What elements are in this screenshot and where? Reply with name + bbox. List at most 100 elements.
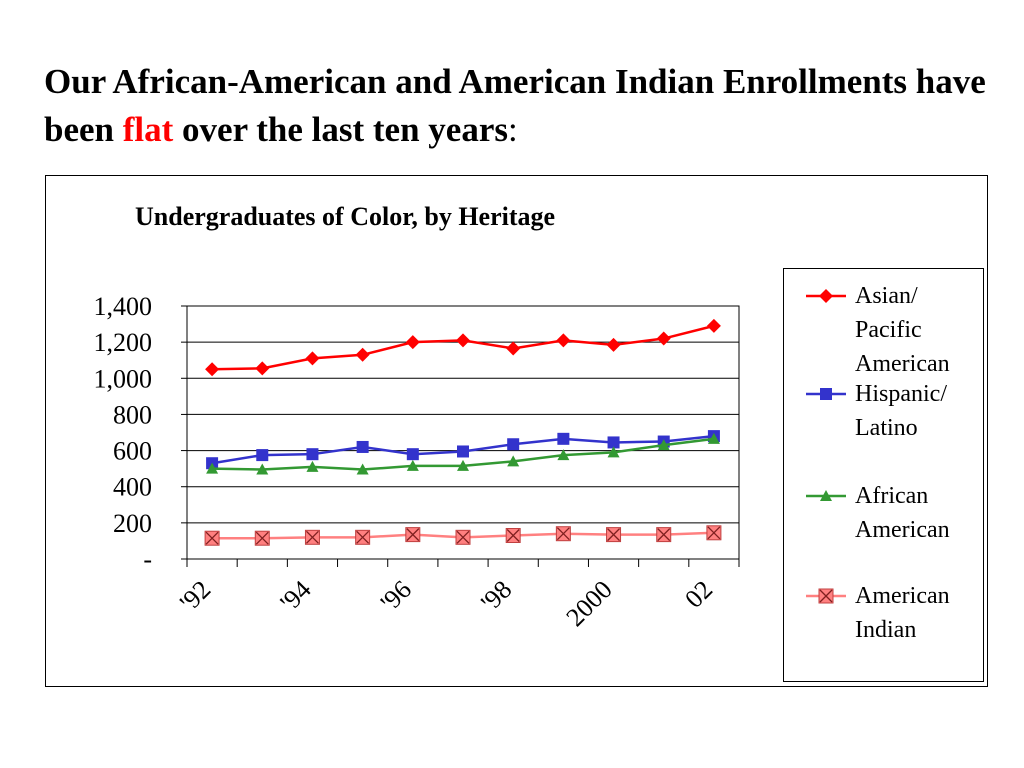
data-point (557, 449, 570, 461)
y-tick-label: 400 (113, 473, 152, 502)
data-point (304, 529, 320, 545)
y-tick-label: 200 (113, 509, 152, 538)
data-point (657, 439, 670, 451)
data-point-cross (406, 528, 420, 542)
data-point-cross (556, 527, 570, 541)
y-tick-label: 1,200 (94, 328, 153, 357)
data-point-cross (819, 589, 833, 603)
chart-area (45, 175, 988, 687)
legend-label-line: Latino (855, 415, 918, 441)
data-point (556, 333, 571, 348)
data-point (355, 347, 370, 362)
legend-label: African American (855, 479, 979, 547)
x-square-marker-icon (806, 588, 846, 604)
series-0 (205, 318, 721, 377)
data-point (306, 448, 319, 461)
y-tick-label: 1,000 (94, 364, 153, 393)
series-2 (206, 432, 720, 475)
data-point (555, 526, 571, 542)
y-tick-label: 600 (113, 437, 152, 466)
diamond-marker-icon (806, 289, 846, 303)
legend-label-line: Indian (855, 617, 917, 643)
data-point-cross (506, 529, 520, 542)
y-tick-label: 1,400 (94, 292, 153, 321)
x-tick-label: 2000 (561, 575, 618, 632)
legend-label: Asian/ Pacific American (855, 279, 979, 381)
data-point (706, 525, 722, 541)
slide-title-text: Our African-American and American Indian… (44, 62, 986, 149)
data-point (355, 529, 371, 545)
data-point (206, 462, 219, 474)
data-point (406, 448, 419, 461)
data-point (506, 341, 521, 356)
data-point-cross (456, 530, 470, 544)
data-point (255, 361, 270, 376)
legend-label: American Indian (855, 579, 979, 647)
data-point (507, 455, 520, 467)
data-point (656, 527, 672, 543)
data-point (706, 318, 721, 333)
data-point (405, 335, 420, 350)
slide-title-highlight: flat (122, 110, 174, 149)
data-point (256, 449, 269, 462)
x-tick-label: '96 (375, 575, 417, 617)
data-point (607, 436, 620, 449)
data-point-cross (205, 531, 219, 545)
data-point (707, 432, 720, 444)
x-tick-label: '92 (174, 575, 216, 617)
data-point (204, 530, 220, 546)
data-point (455, 529, 471, 545)
slide-title: Our African-American and American Indian… (44, 58, 1004, 154)
data-point (607, 446, 620, 458)
data-point-cross (707, 526, 721, 540)
square-marker-icon (806, 388, 846, 400)
chart-title: Undergraduates of Color, by Heritage (135, 202, 556, 231)
data-point (820, 490, 832, 501)
data-point (456, 333, 470, 348)
data-point-cross (356, 530, 370, 544)
data-point (305, 351, 320, 366)
chart-legend: Asian/ Pacific American Hispanic/ Latino… (783, 268, 984, 682)
legend-label-line: Pacific (855, 317, 922, 343)
x-tick-label: 02 (679, 575, 718, 614)
data-point (405, 527, 421, 543)
data-point-cross (255, 531, 269, 545)
data-point (256, 463, 269, 475)
data-point-cross (305, 530, 319, 544)
data-point (205, 362, 220, 377)
series-line (212, 324, 715, 371)
data-point (507, 438, 520, 451)
legend-label-line: American (855, 583, 950, 609)
legend-label-line: American (855, 517, 950, 543)
data-point (356, 463, 369, 475)
data-point (306, 460, 319, 472)
plot-area (186, 305, 740, 560)
data-point-cross (657, 528, 671, 542)
triangle-marker-icon (806, 490, 846, 501)
data-point (656, 331, 671, 346)
slide-title-colon: : (507, 110, 518, 149)
legend-label-line: African (855, 483, 929, 509)
data-point (457, 445, 469, 458)
x-tick-label: '98 (475, 575, 517, 617)
data-point (606, 337, 621, 352)
data-point (406, 459, 419, 471)
y-tick-label: - (143, 545, 152, 574)
x-tick-label: '94 (274, 575, 316, 617)
legend-label: Hispanic/ Latino (855, 377, 979, 445)
data-point (819, 289, 833, 303)
slide-title-text-end: over the last ten years (173, 110, 508, 149)
data-point (356, 440, 369, 453)
data-point (606, 527, 622, 543)
legend-label-line: Asian/ (855, 283, 918, 309)
series-3 (204, 525, 722, 546)
data-point (820, 388, 832, 400)
data-point (457, 459, 469, 471)
legend-label-line: Hispanic/ (855, 381, 947, 407)
data-point (254, 530, 270, 546)
data-point (818, 588, 834, 604)
y-tick-label: 800 (113, 400, 152, 429)
data-point (557, 432, 570, 445)
data-point-cross (607, 528, 621, 542)
